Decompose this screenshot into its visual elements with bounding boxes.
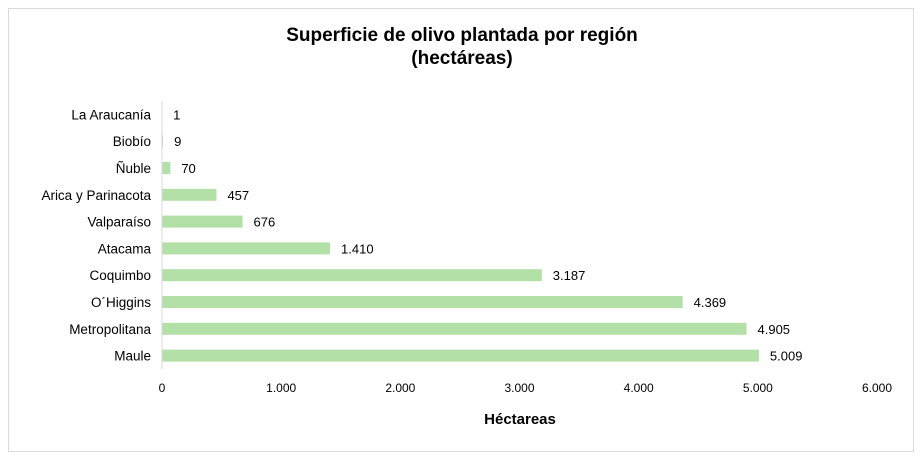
data-label: 9 — [174, 134, 181, 149]
x-tick-label: 1.000 — [266, 381, 296, 395]
data-label: 676 — [254, 215, 276, 230]
bar — [162, 269, 542, 282]
category-label: Atacama — [98, 241, 152, 256]
x-axis-title: Héctareas — [484, 411, 556, 428]
category-label: O´Higgins — [91, 295, 151, 310]
data-label: 70 — [181, 161, 195, 176]
category-label: Maule — [114, 349, 151, 364]
bar — [162, 322, 747, 335]
category-label: Metropolitana — [69, 322, 151, 337]
x-tick-label: 2.000 — [385, 381, 415, 395]
data-label: 457 — [227, 188, 249, 203]
data-label: 1 — [173, 107, 180, 122]
data-labels-layer: 1 970 457 676 1.410 3.187 4.369 4.905 5.009 — [173, 107, 802, 363]
x-tick-label: 6.000 — [862, 381, 892, 395]
chart-title-line-2: (hectáreas) — [411, 48, 513, 69]
category-label: Biobío — [113, 134, 151, 149]
category-label: La Araucanía — [71, 107, 151, 122]
category-labels-layer: La Araucanía Biobío Ñuble Arica y Parinacot… — [41, 107, 151, 363]
chart-title: Superficie de olivo plantada por región … — [0, 24, 924, 70]
data-label: 1.410 — [341, 241, 374, 256]
chart-frame — [8, 8, 914, 452]
category-label: Valparaíso — [87, 215, 151, 230]
data-label: 3.187 — [553, 268, 586, 283]
x-tick-label: 5.000 — [743, 381, 773, 395]
bar — [162, 215, 243, 228]
data-label: 4.369 — [694, 295, 727, 310]
x-tick-labels-layer: 0 1.000 2.000 3.000 4.000 5.000 6.000 — [159, 381, 893, 395]
bar — [162, 162, 171, 174]
bar — [162, 349, 759, 362]
bar — [162, 296, 683, 308]
bar — [162, 242, 331, 255]
bar — [162, 135, 164, 148]
bar — [162, 188, 217, 201]
category-label: Arica y Parinacota — [41, 188, 151, 203]
x-tick-label: 4.000 — [624, 381, 654, 395]
x-tick-label: 0 — [159, 381, 166, 395]
category-label: Ñuble — [116, 161, 151, 176]
chart-title-line-1: Superficie de olivo plantada por región — [286, 25, 638, 46]
bars-layer — [162, 108, 759, 362]
x-tick-label: 3.000 — [504, 381, 534, 395]
data-label: 5.009 — [770, 349, 803, 364]
data-label: 4.905 — [758, 322, 791, 337]
category-label: Coquimbo — [89, 268, 151, 283]
